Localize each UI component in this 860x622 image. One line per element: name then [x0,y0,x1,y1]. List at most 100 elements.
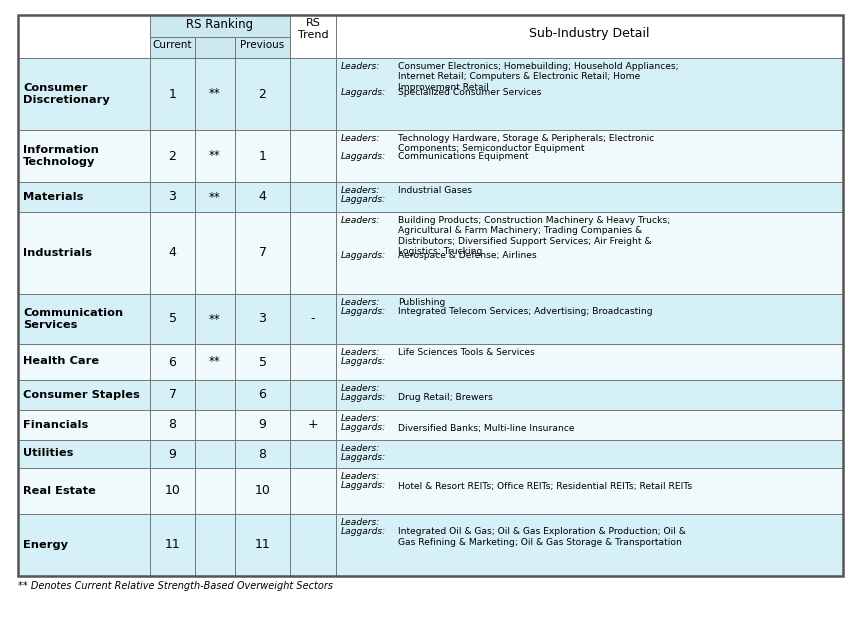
Bar [336,130,843,182]
Text: Leaders:: Leaders: [341,414,380,423]
Text: Communication
Services: Communication Services [23,308,123,330]
Text: Consumer Staples: Consumer Staples [23,389,139,399]
Bar [150,212,195,294]
Text: 11: 11 [255,539,270,552]
Text: 7: 7 [259,246,267,259]
Text: Laggards:: Laggards: [341,307,386,317]
Bar [336,410,843,440]
Text: Integrated Telecom Services; Advertising; Broadcasting: Integrated Telecom Services; Advertising… [398,307,653,317]
Bar [18,440,150,468]
Text: 6: 6 [169,356,176,368]
Bar [235,182,290,212]
Bar [150,15,290,37]
Bar [336,294,843,344]
Bar [235,130,290,182]
Text: Leaders:: Leaders: [341,348,380,357]
Text: Hotel & Resort REITs; Office REITs; Residential REITs; Retail REITs: Hotel & Resort REITs; Office REITs; Resi… [398,481,692,491]
Text: Materials: Materials [23,192,83,202]
Bar [290,15,336,58]
Text: Laggards:: Laggards: [341,195,386,205]
Bar [195,212,235,294]
Text: **: ** [209,312,221,325]
Bar [150,182,195,212]
Text: Information
Technology: Information Technology [23,145,99,167]
Text: 10: 10 [164,485,181,498]
Bar [18,58,150,130]
Text: Financials: Financials [23,419,89,430]
Bar [18,212,150,294]
Text: Laggards:: Laggards: [341,453,386,463]
Bar [150,344,195,380]
Bar [290,182,336,212]
Text: Leaders:: Leaders: [341,298,380,307]
Bar [290,58,336,130]
Text: Laggards:: Laggards: [341,527,386,537]
Bar [150,440,195,468]
Text: Aerospace & Defense; Airlines: Aerospace & Defense; Airlines [398,251,537,260]
Bar [18,182,150,212]
Text: Leaders:: Leaders: [341,472,380,481]
Bar [195,410,235,440]
Text: Communications Equipment: Communications Equipment [398,152,529,160]
Text: 10: 10 [255,485,270,498]
Text: 9: 9 [169,447,176,460]
Bar [195,37,235,58]
Bar [336,212,843,294]
Text: 3: 3 [169,190,176,203]
Bar [195,294,235,344]
Text: Life Sciences Tools & Services: Life Sciences Tools & Services [398,348,535,357]
Text: **: ** [209,149,221,162]
Text: Building Products; Construction Machinery & Heavy Trucks;
Agricultural & Farm Ma: Building Products; Construction Machiner… [398,216,670,256]
Bar [290,468,336,514]
Text: 5: 5 [169,312,176,325]
Bar [290,410,336,440]
Text: Leaders:: Leaders: [341,384,380,393]
Text: 1: 1 [259,149,267,162]
Bar [235,58,290,130]
Bar [18,410,150,440]
Text: **: ** [209,190,221,203]
Bar [290,294,336,344]
Text: Industrial Gases: Industrial Gases [398,186,472,195]
Text: Publishing: Publishing [398,298,445,307]
Bar [235,380,290,410]
Bar [195,344,235,380]
Text: 7: 7 [169,389,176,401]
Text: Leaders:: Leaders: [341,134,380,143]
Text: Laggards:: Laggards: [341,88,386,98]
Bar [336,15,843,58]
Bar [290,130,336,182]
Bar [18,468,150,514]
Bar [290,440,336,468]
Bar [150,294,195,344]
Text: ** Denotes Current Relative Strength-Based Overweight Sectors: ** Denotes Current Relative Strength-Bas… [18,581,333,591]
Bar [336,344,843,380]
Text: Technology Hardware, Storage & Peripherals; Electronic
Components; Semiconductor: Technology Hardware, Storage & Periphera… [398,134,654,154]
Text: 8: 8 [259,447,267,460]
Bar [195,514,235,576]
Text: Specialized Consumer Services: Specialized Consumer Services [398,88,542,98]
Text: Consumer Electronics; Homebuilding; Household Appliances;
Internet Retail; Compu: Consumer Electronics; Homebuilding; Hous… [398,62,679,92]
Text: Industrials: Industrials [23,248,92,258]
Text: Leaders:: Leaders: [341,186,380,195]
Text: Laggards:: Laggards: [341,394,386,402]
Bar [150,410,195,440]
Bar [150,37,195,58]
Text: Previous: Previous [241,40,285,50]
Bar [18,380,150,410]
Text: Leaders:: Leaders: [341,518,380,527]
Text: Laggards:: Laggards: [341,152,386,160]
Text: 3: 3 [259,312,267,325]
Bar [195,58,235,130]
Bar [336,514,843,576]
Bar [235,410,290,440]
Text: Utilities: Utilities [23,448,73,458]
Bar [235,294,290,344]
Bar [195,440,235,468]
Bar [18,130,150,182]
Bar [336,58,843,130]
Bar [195,182,235,212]
Text: Laggards:: Laggards: [341,424,386,432]
Bar [150,130,195,182]
Text: +: + [308,419,318,432]
